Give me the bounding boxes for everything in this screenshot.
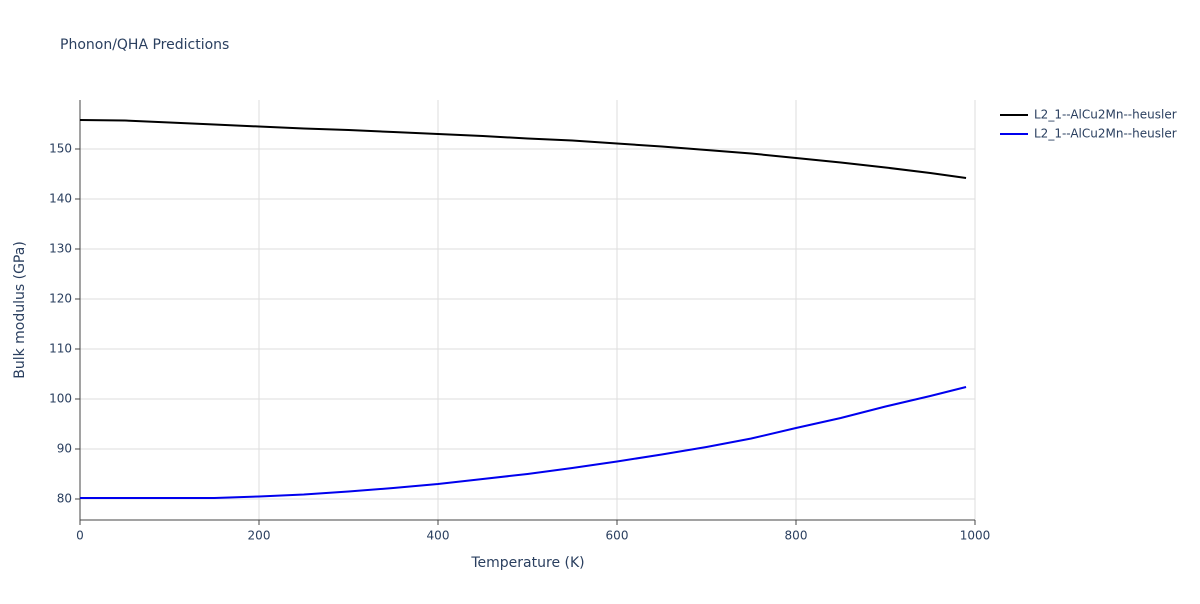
y-tick-label: 80 (57, 492, 72, 506)
x-tick-label: 1000 (960, 529, 991, 543)
x-tick-label: 400 (427, 529, 450, 543)
y-tick-label: 110 (49, 342, 72, 356)
series-line (80, 386, 967, 499)
x-tick-label: 200 (248, 529, 271, 543)
y-axis-title: Bulk modulus (GPa) (12, 241, 28, 379)
x-axis-title: Temperature (K) (470, 555, 584, 571)
y-tick-label: 130 (49, 242, 72, 256)
x-tick-label: 800 (785, 529, 808, 543)
y-tick-label: 140 (49, 192, 72, 206)
y-tick-label: 120 (49, 292, 72, 306)
y-tick-label: 150 (49, 142, 72, 156)
legend-label: L2_1--AlCu2Mn--heusler (1034, 108, 1177, 122)
x-tick-label: 0 (76, 529, 84, 543)
x-tick-label: 600 (606, 529, 629, 543)
y-tick-label: 100 (49, 392, 72, 406)
chart-title: Phonon/QHA Predictions (60, 37, 229, 53)
legend-label: L2_1--AlCu2Mn--heusler (1034, 127, 1177, 141)
y-tick-label: 90 (57, 442, 72, 456)
series-line (79, 119, 967, 179)
